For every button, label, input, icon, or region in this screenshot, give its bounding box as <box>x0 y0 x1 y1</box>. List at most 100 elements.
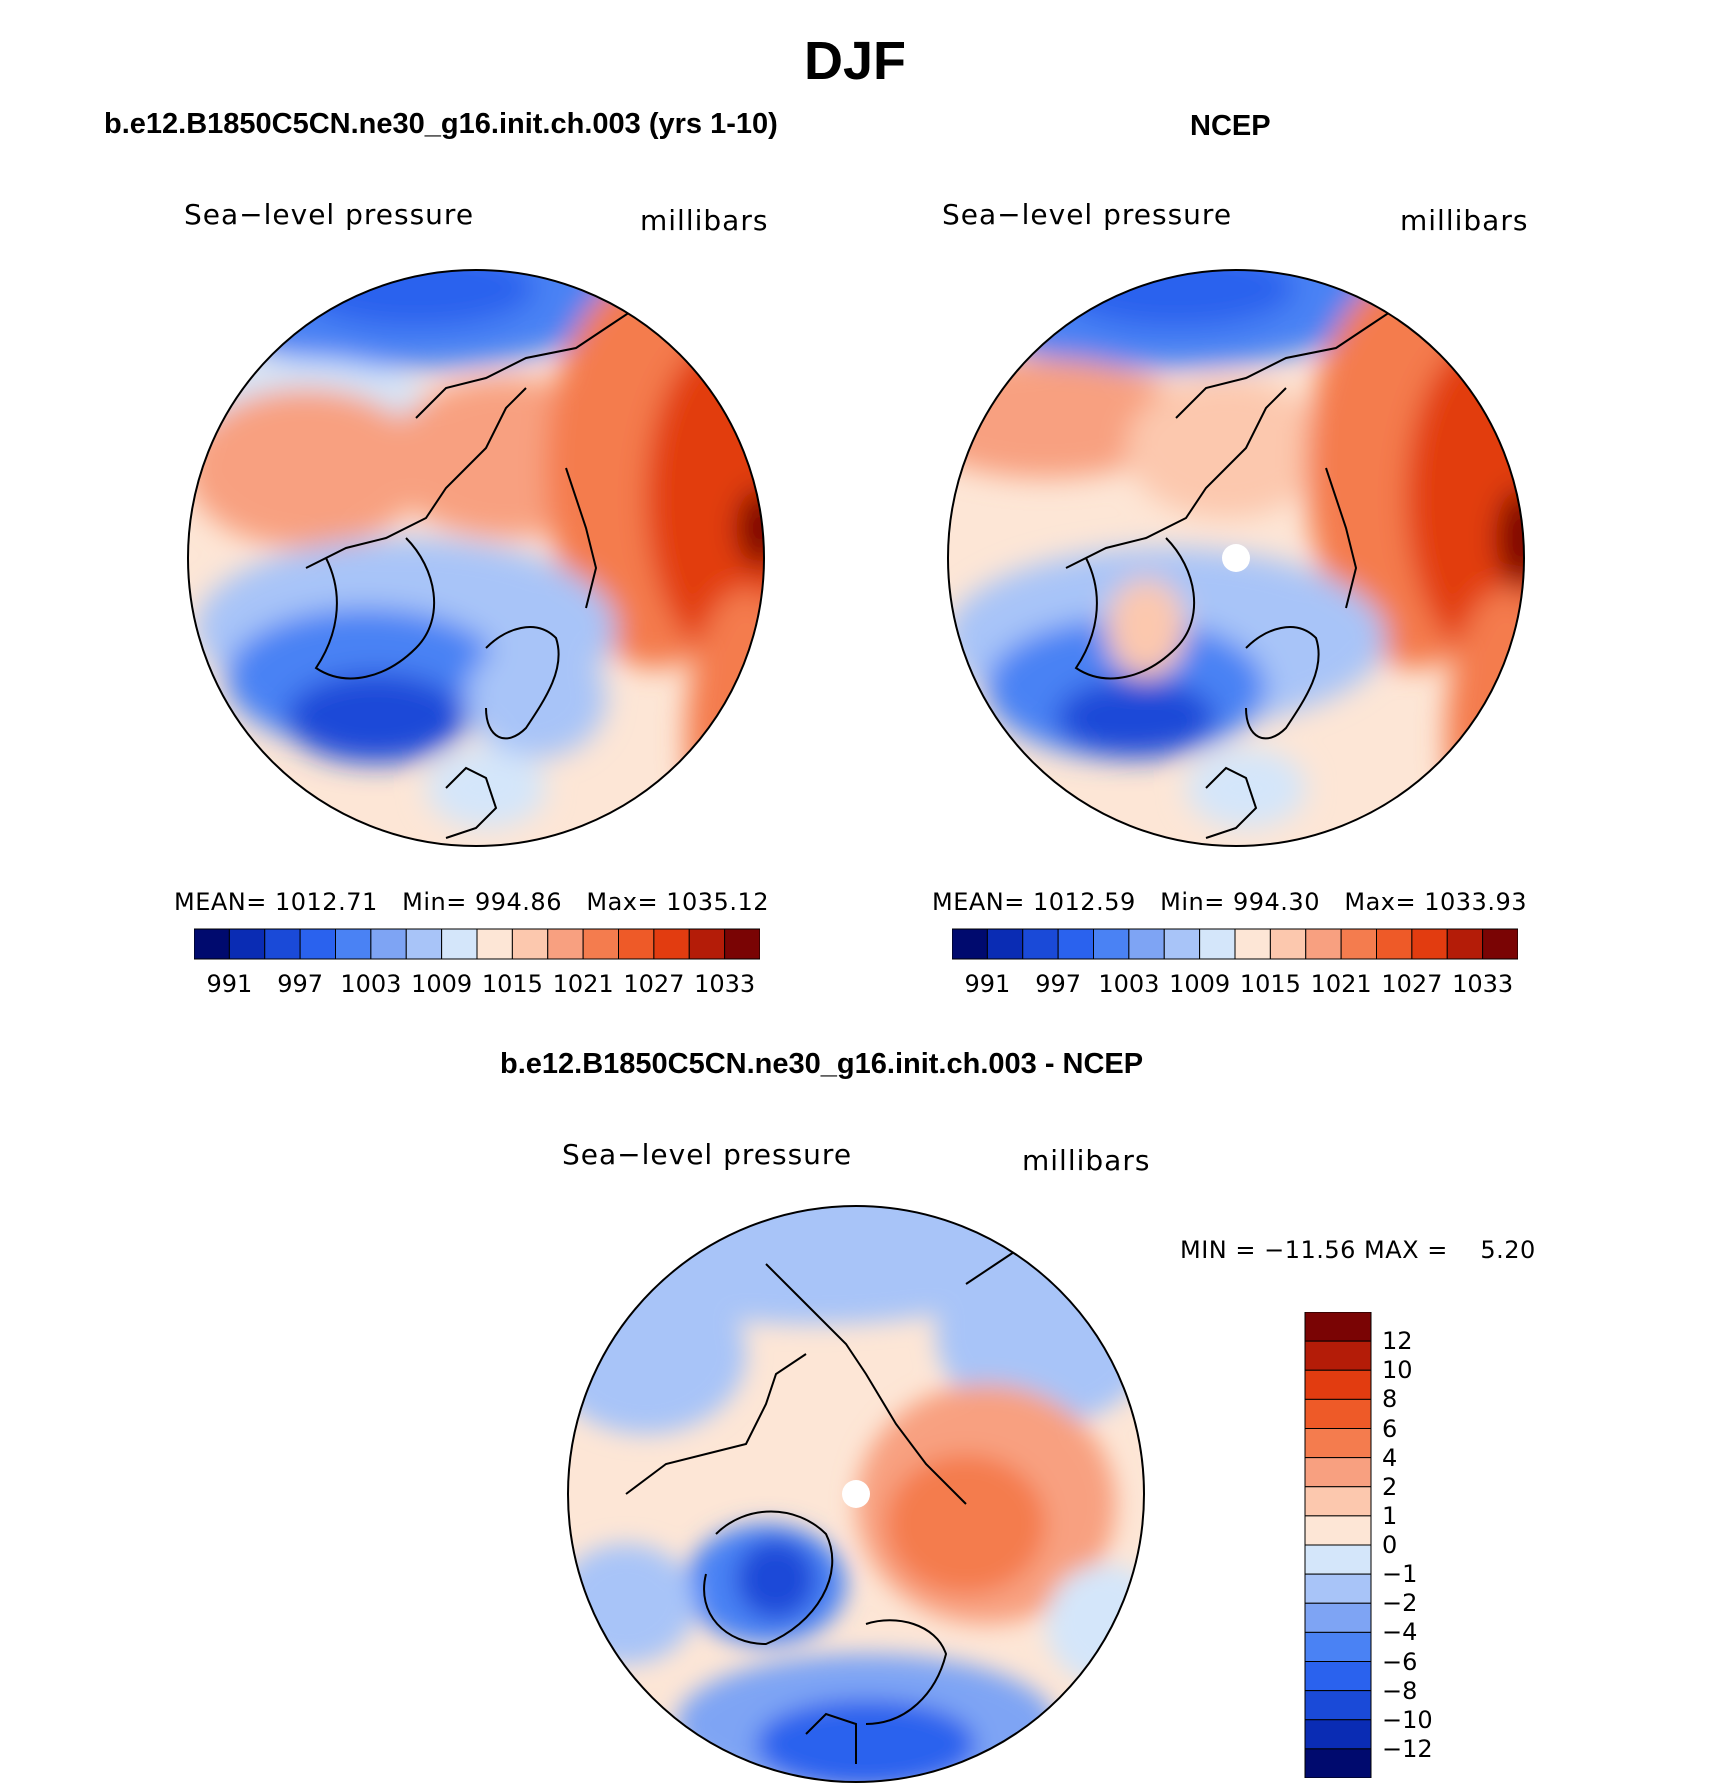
colorbar-swatch <box>1304 1748 1372 1778</box>
colorbar-swatch <box>228 928 266 960</box>
colorbar-swatch <box>1304 1312 1372 1342</box>
panel-2-variable: Sea−level pressure <box>942 198 1233 231</box>
colorbar-swatch <box>1304 1428 1372 1459</box>
colorbar-swatch <box>582 928 619 960</box>
colorbar-tick-label: 1021 <box>1310 970 1372 998</box>
panel-3-variable: Sea−level pressure <box>562 1138 853 1171</box>
colorbar-swatch <box>1304 1544 1372 1575</box>
colorbar-tick-label: 1027 <box>623 970 685 998</box>
colorbar-tick-label: 997 <box>277 970 324 998</box>
panel-1-units: millibars <box>640 204 769 237</box>
colorbar-swatch <box>335 928 372 960</box>
colorbar-swatch <box>724 928 760 960</box>
panel-1-variable: Sea−level pressure <box>184 198 475 231</box>
colorbar-swatch <box>1304 1631 1372 1662</box>
colorbar-swatch <box>1269 928 1307 960</box>
colorbar-swatch <box>1199 928 1236 960</box>
colorbar-swatch <box>1376 928 1413 960</box>
colorbar-tick-label: 1033 <box>694 970 756 998</box>
colorbar-tick-label: 10 <box>1382 1356 1413 1385</box>
colorbar-swatch <box>1304 1398 1372 1429</box>
panel-3-units: millibars <box>1022 1144 1151 1177</box>
colorbar-swatch <box>1304 1573 1372 1604</box>
colorbar-tick-label: 1009 <box>1169 970 1231 998</box>
colorbar-swatch <box>986 928 1024 960</box>
panel-1-title: b.e12.B1850C5CN.ne30_g16.init.ch.003 (yr… <box>104 108 778 140</box>
colorbar-tick-label: −2 <box>1382 1589 1418 1618</box>
colorbar-swatch <box>1446 928 1484 960</box>
colorbar-tick-label: 1 <box>1382 1501 1398 1530</box>
colorbar-swatch <box>1304 1719 1372 1750</box>
colorbar-tick-label: −10 <box>1382 1705 1433 1734</box>
colorbar-swatch <box>1305 928 1342 960</box>
colorbar-swatch <box>1163 928 1201 960</box>
colorbar-swatch <box>1411 928 1448 960</box>
colorbar-tick-label: 4 <box>1382 1443 1398 1472</box>
colorbar-tick-label: −4 <box>1382 1618 1418 1647</box>
panel-2-title: NCEP <box>1190 110 1271 142</box>
colorbar-swatch <box>1093 928 1130 960</box>
colorbar-swatch <box>405 928 443 960</box>
colorbar-tick-label: 2 <box>1382 1472 1398 1501</box>
colorbar-swatch <box>1482 928 1518 960</box>
colorbar-swatch <box>1022 928 1059 960</box>
colorbar-tick-label: 1003 <box>340 970 402 998</box>
panel-3-polar-map <box>567 1205 1145 1783</box>
panel-2-colorbar-labels: 991 997 1003 1009 1015 1021 1027 1033 <box>952 970 1518 1000</box>
colorbar-tick-label: 1021 <box>552 970 614 998</box>
colorbar-swatch <box>441 928 478 960</box>
colorbar-tick-label: −8 <box>1382 1676 1418 1705</box>
colorbar-tick-label: 0 <box>1382 1531 1398 1559</box>
colorbar-tick-label: 991 <box>964 970 1011 998</box>
colorbar-tick-label: 8 <box>1382 1385 1398 1414</box>
colorbar-swatch <box>1304 1515 1372 1546</box>
colorbar-tick-label: 1015 <box>481 970 543 998</box>
colorbar-swatch <box>194 928 230 960</box>
colorbar-tick-label: 991 <box>206 970 253 998</box>
colorbar-tick-label: 1027 <box>1381 970 1443 998</box>
panel-3-colorbar-labels: 12 10 8 6 4 2 1 0 −1 −2 −4 −6 −8 −10 −12 <box>1382 1312 1462 1778</box>
panel-1-polar-map <box>187 269 765 847</box>
panel-3-colorbar <box>1304 1312 1372 1778</box>
figure-title: DJF <box>803 31 906 91</box>
panel-1-stats: MEAN= 1012.71 Min= 994.86 Max= 1035.12 <box>174 888 769 916</box>
colorbar-swatch <box>1128 928 1165 960</box>
colorbar-swatch <box>952 928 988 960</box>
colorbar-swatch <box>1304 1457 1372 1488</box>
panel-2-colorbar <box>952 928 1518 960</box>
colorbar-tick-label: −6 <box>1382 1647 1418 1676</box>
panel-3-minmax: MIN = −11.56 MAX = 5.20 <box>1180 1236 1536 1264</box>
colorbar-swatch <box>1304 1690 1372 1721</box>
colorbar-swatch <box>1304 1340 1372 1371</box>
colorbar-swatch <box>299 928 336 960</box>
panel-2-units: millibars <box>1400 204 1529 237</box>
colorbar-swatch <box>1304 1486 1372 1517</box>
colorbar-swatch <box>476 928 513 960</box>
colorbar-swatch <box>1304 1661 1372 1692</box>
colorbar-tick-label: 1003 <box>1098 970 1160 998</box>
colorbar-swatch <box>511 928 549 960</box>
panel-2-stats: MEAN= 1012.59 Min= 994.30 Max= 1033.93 <box>932 888 1527 916</box>
colorbar-swatch <box>1234 928 1271 960</box>
colorbar-tick-label: −12 <box>1382 1734 1433 1763</box>
colorbar-swatch <box>264 928 301 960</box>
colorbar-swatch <box>1340 928 1377 960</box>
colorbar-tick-label: −1 <box>1382 1560 1418 1589</box>
colorbar-swatch <box>653 928 690 960</box>
colorbar-tick-label: 1009 <box>411 970 473 998</box>
colorbar-tick-label: 6 <box>1382 1414 1398 1443</box>
colorbar-swatch <box>688 928 726 960</box>
colorbar-swatch <box>1304 1369 1372 1400</box>
colorbar-swatch <box>1304 1602 1372 1633</box>
colorbar-tick-label: 12 <box>1382 1327 1413 1356</box>
panel-2-polar-map <box>947 269 1525 847</box>
colorbar-tick-label: 997 <box>1035 970 1082 998</box>
colorbar-tick-label: 1033 <box>1452 970 1514 998</box>
panel-1-colorbar <box>194 928 760 960</box>
panel-3-title: b.e12.B1850C5CN.ne30_g16.init.ch.003 - N… <box>500 1048 1144 1080</box>
colorbar-tick-label: 1015 <box>1239 970 1301 998</box>
colorbar-swatch <box>547 928 584 960</box>
panel-1-colorbar-labels: 991 997 1003 1009 1015 1021 1027 1033 <box>194 970 760 1000</box>
colorbar-swatch <box>370 928 407 960</box>
colorbar-swatch <box>1057 928 1094 960</box>
